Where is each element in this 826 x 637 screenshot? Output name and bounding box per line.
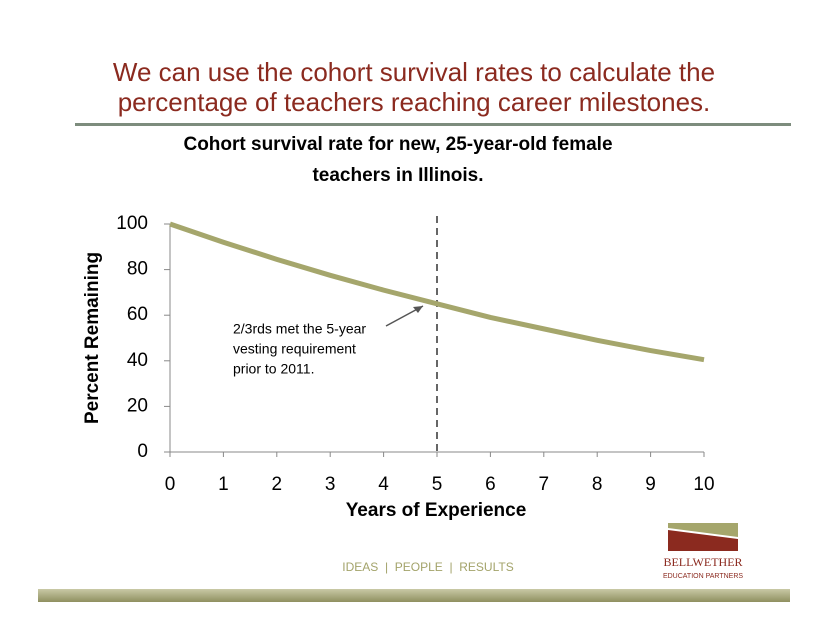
x-tick-label: 1 xyxy=(218,474,229,495)
x-tick-label: 10 xyxy=(693,474,714,495)
y-tick-label: 0 xyxy=(137,441,148,462)
y-tick-label: 40 xyxy=(127,350,148,371)
slide-title: percentage of teachers reaching career m… xyxy=(118,87,711,117)
x-axis-label: Years of Experience xyxy=(346,500,527,521)
logo-name: BELLWETHER xyxy=(663,555,742,569)
y-tick-label: 60 xyxy=(127,304,148,325)
chart-title: teachers in Illinois. xyxy=(312,165,483,186)
y-tick-label: 20 xyxy=(127,395,148,416)
logo: BELLWETHER EDUCATION PARTNERS xyxy=(663,523,743,580)
annotation-arrowhead xyxy=(413,306,423,313)
x-tick-label: 3 xyxy=(325,474,336,495)
annotation: prior to 2011. xyxy=(233,361,314,377)
x-tick-label: 8 xyxy=(592,474,603,495)
title-rule xyxy=(75,123,791,126)
footer-bar xyxy=(38,589,790,602)
logo-mark xyxy=(668,523,738,537)
footer: IDEAS | PEOPLE | RESULTS xyxy=(342,560,513,574)
x-tick-label: 5 xyxy=(432,474,443,495)
slide-title: We can use the cohort survival rates to … xyxy=(113,57,715,87)
y-tick-label: 80 xyxy=(127,259,148,280)
chart-title: Cohort survival rate for new, 25-year-ol… xyxy=(183,134,612,155)
logo-tagline: EDUCATION PARTNERS xyxy=(663,573,743,580)
x-tick-label: 7 xyxy=(539,474,550,495)
y-tick-label: 100 xyxy=(116,213,148,234)
y-axis-label: Percent Remaining xyxy=(82,252,103,424)
annotation: 2/3rds met the 5-year xyxy=(233,321,366,337)
x-tick-label: 4 xyxy=(378,474,389,495)
x-tick-label: 2 xyxy=(272,474,283,495)
annotation: vesting requirement xyxy=(233,341,356,357)
logo-mark xyxy=(668,530,738,551)
x-tick-label: 6 xyxy=(485,474,496,495)
x-tick-label: 9 xyxy=(645,474,656,495)
x-tick-label: 0 xyxy=(165,474,176,495)
survival-line xyxy=(169,221,705,363)
